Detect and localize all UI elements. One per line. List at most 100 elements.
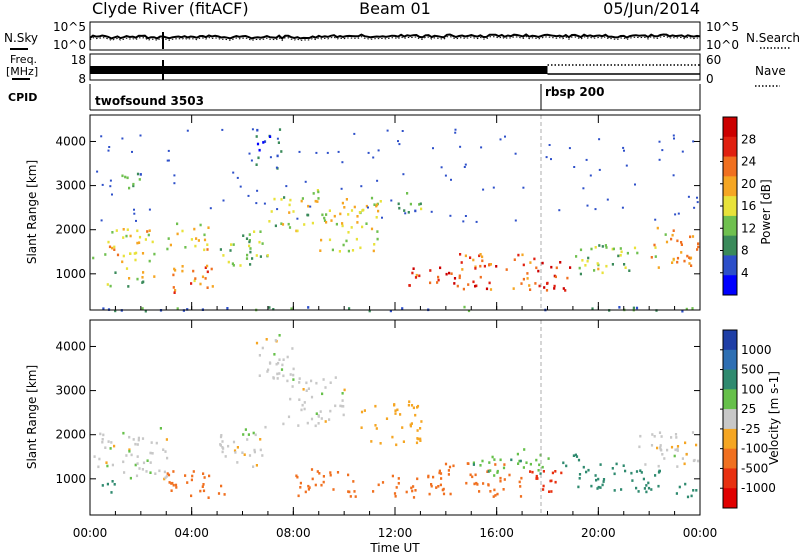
data-cell	[236, 461, 239, 464]
data-cell	[474, 265, 477, 269]
data-cell	[263, 140, 267, 143]
data-cell	[322, 475, 325, 478]
data-cell	[432, 475, 435, 479]
freq-unit-label: [MHz]	[6, 65, 38, 78]
data-cell	[582, 187, 585, 190]
data-cell	[647, 481, 650, 485]
data-cell	[488, 263, 491, 267]
data-cell	[278, 334, 281, 337]
data-cell	[263, 202, 266, 205]
data-cell	[149, 451, 152, 455]
data-cell	[676, 260, 679, 264]
data-cell	[350, 226, 353, 229]
data-cell	[666, 448, 669, 452]
data-cell	[472, 280, 475, 284]
data-cell	[129, 252, 132, 255]
data-cell	[520, 476, 523, 480]
data-cell	[311, 477, 314, 481]
data-cell	[249, 247, 252, 250]
data-cell	[593, 269, 596, 272]
data-cell	[220, 484, 223, 488]
data-cell	[406, 192, 409, 195]
data-cell	[231, 262, 234, 265]
data-cell	[261, 346, 264, 350]
nsearch-tick-top: 10^5	[706, 20, 739, 34]
data-cell	[125, 454, 128, 457]
data-cell	[621, 206, 624, 209]
data-cell	[496, 469, 499, 473]
data-cell	[596, 262, 599, 265]
data-cell	[299, 486, 302, 489]
data-cell	[100, 135, 103, 138]
data-cell	[579, 248, 583, 252]
data-cell	[535, 266, 538, 270]
data-cell	[606, 198, 609, 201]
data-cell	[408, 400, 411, 403]
data-cell	[414, 276, 418, 279]
data-cell	[125, 234, 128, 238]
data-cell	[108, 245, 112, 249]
cpid-segment-1: twofsound 3503	[95, 94, 204, 108]
data-cell	[674, 433, 678, 436]
data-cell	[256, 142, 260, 146]
data-cell	[107, 149, 110, 152]
data-cell	[353, 132, 356, 135]
data-cell	[372, 156, 375, 159]
data-cell	[613, 489, 616, 492]
data-cell	[314, 483, 317, 487]
data-cell	[376, 179, 379, 182]
data-cell	[488, 281, 491, 285]
data-cell	[389, 309, 392, 313]
colorbar-swatch	[723, 409, 737, 430]
data-cell	[206, 248, 209, 251]
data-cell	[113, 444, 116, 448]
data-cell	[170, 489, 173, 492]
data-cell	[496, 471, 499, 474]
data-cell	[114, 271, 117, 274]
data-cell	[247, 194, 250, 197]
data-cell	[591, 307, 594, 310]
data-cell	[222, 447, 225, 450]
data-cell	[98, 457, 101, 461]
data-cell	[328, 238, 332, 242]
data-cell	[243, 453, 246, 456]
colorbar-swatch	[723, 349, 737, 371]
data-cell	[132, 438, 135, 441]
data-cell	[199, 282, 202, 286]
data-cell	[458, 276, 461, 280]
data-cell	[514, 219, 517, 222]
data-cell	[308, 486, 311, 489]
data-cell	[417, 437, 420, 441]
data-cell	[670, 237, 673, 241]
data-cell	[289, 397, 292, 401]
data-cell	[474, 284, 477, 288]
data-cell	[687, 195, 690, 198]
data-cell	[420, 207, 423, 211]
data-cell	[123, 471, 126, 474]
data-cell	[550, 158, 552, 161]
data-cell	[386, 129, 389, 132]
data-cell	[676, 447, 679, 451]
data-cell	[432, 147, 434, 150]
data-cell	[281, 363, 284, 367]
data-cell	[637, 490, 640, 493]
colorbar-swatch	[723, 369, 737, 390]
data-cell	[315, 412, 318, 415]
y-tick-label: 1000	[55, 267, 86, 281]
freq-tick-top: 18	[71, 53, 86, 67]
data-cell	[503, 463, 506, 466]
x-tick-label: 20:00	[581, 526, 616, 540]
data-cell	[676, 256, 680, 260]
data-cell	[292, 367, 295, 371]
data-cell	[467, 462, 470, 465]
data-cell	[447, 469, 450, 472]
data-cell	[273, 197, 276, 201]
data-cell	[126, 176, 129, 180]
data-cell	[494, 463, 497, 466]
data-cell	[328, 209, 331, 212]
data-cell	[134, 442, 137, 446]
data-cell	[203, 248, 206, 252]
data-cell	[242, 433, 245, 436]
data-cell	[381, 481, 385, 484]
data-cell	[372, 490, 375, 493]
